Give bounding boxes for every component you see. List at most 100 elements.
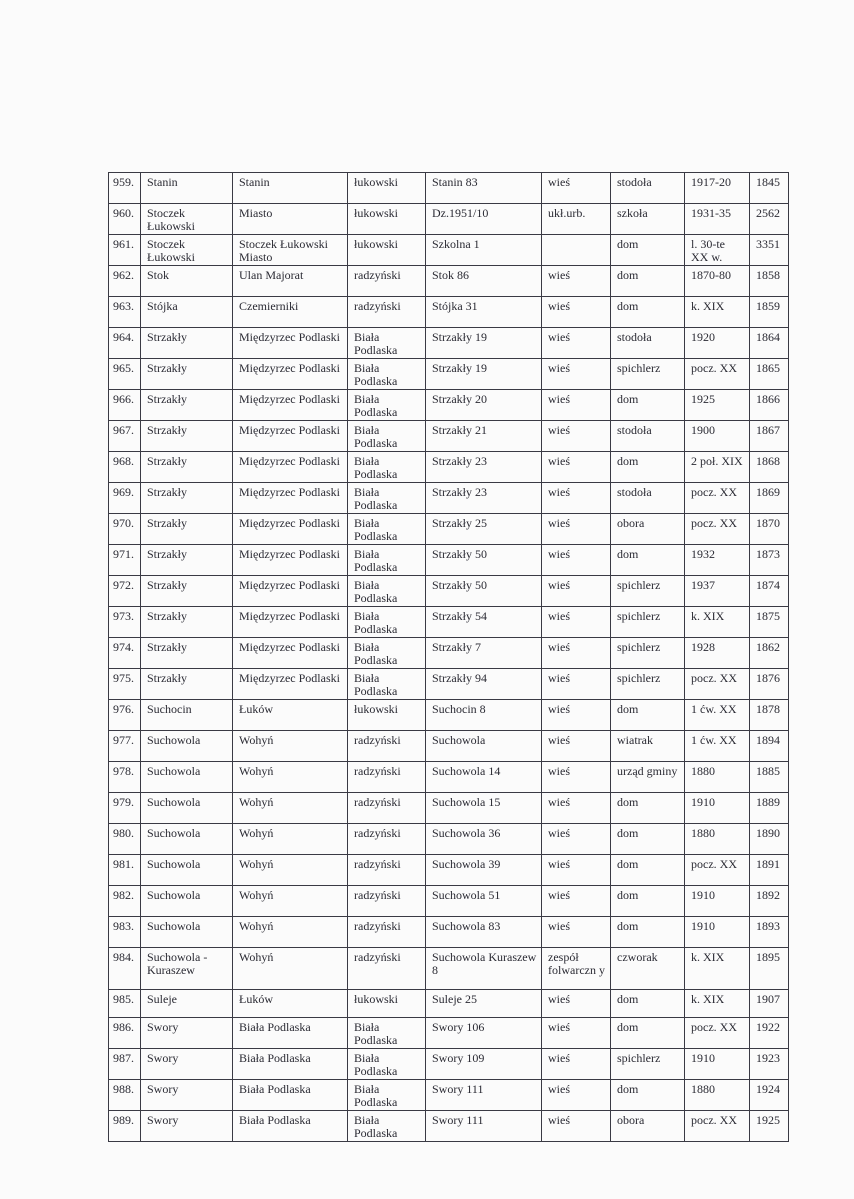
cell-register-number: 1878 [749, 699, 789, 731]
cell-powiat: Biała Podlaska [347, 451, 426, 483]
cell-settlement-type: wieś [541, 482, 611, 514]
table-row: 970. Strzakły Międzyrzec Podlaski Biała Pod… [108, 513, 789, 545]
cell-address: Suchowola 51 [425, 885, 542, 917]
cell-object-type: spichlerz [610, 637, 685, 669]
cell-locality: Suchocin [140, 699, 233, 731]
cell-object-type: dom [610, 854, 685, 886]
cell-object-type: spichlerz [610, 606, 685, 638]
cell-row-number: 988. [108, 1079, 141, 1111]
cell-register-number: 1858 [749, 265, 789, 297]
cell-powiat: radzyński [347, 792, 426, 824]
cell-row-number: 964. [108, 327, 141, 359]
cell-gmina: Międzyrzec Podlaski [232, 451, 348, 483]
cell-row-number: 961. [108, 234, 141, 266]
cell-object-type: dom [610, 885, 685, 917]
cell-address: Stójka 31 [425, 296, 542, 328]
cell-dating: 1910 [684, 1048, 750, 1080]
table-row: 989. Swory Biała Podlaska Biała Podlaska Swo… [108, 1110, 789, 1142]
cell-powiat: Biała Podlaska [347, 544, 426, 576]
table-row: 965. Strzakły Międzyrzec Podlaski Biała Pod… [108, 358, 789, 390]
cell-gmina: Łuków [232, 989, 348, 1018]
cell-settlement-type: zespół folwarczn y [541, 947, 611, 990]
table-row: 981. Suchowola Wohyń radzyński Suchowola 39 w… [108, 854, 789, 886]
table-row: 963. Stójka Czemierniki radzyński Stójka 31 w… [108, 296, 789, 328]
cell-gmina: Wohyń [232, 854, 348, 886]
cell-gmina: Wohyń [232, 916, 348, 948]
cell-dating: 1870-80 [684, 265, 750, 297]
cell-locality: Stoczek Łukowski [140, 234, 233, 266]
cell-powiat: Biała Podlaska [347, 1110, 426, 1142]
table-row: 964. Strzakły Międzyrzec Podlaski Biała Pod… [108, 327, 789, 359]
cell-object-type: dom [610, 1079, 685, 1111]
cell-gmina: Miasto [232, 203, 348, 235]
cell-locality: Strzakły [140, 668, 233, 700]
cell-row-number: 979. [108, 792, 141, 824]
cell-dating: k. XIX [684, 989, 750, 1018]
cell-register-number: 1924 [749, 1079, 789, 1111]
monument-register-table: 959. Stanin Stanin łukowski Stanin 83 wieś sto… [108, 172, 789, 1142]
cell-powiat: radzyński [347, 854, 426, 886]
table-row: 959. Stanin Stanin łukowski Stanin 83 wieś sto… [108, 172, 789, 204]
cell-address: Suchowola [425, 730, 542, 762]
cell-register-number: 1859 [749, 296, 789, 328]
table-row: 969. Strzakły Międzyrzec Podlaski Biała Pod… [108, 482, 789, 514]
cell-dating: k. XIX [684, 947, 750, 990]
cell-settlement-type [541, 234, 611, 266]
cell-row-number: 972. [108, 575, 141, 607]
cell-object-type: dom [610, 451, 685, 483]
cell-register-number: 1870 [749, 513, 789, 545]
cell-powiat: Biała Podlaska [347, 1079, 426, 1111]
cell-settlement-type: wieś [541, 916, 611, 948]
cell-gmina: Biała Podlaska [232, 1017, 348, 1049]
cell-object-type: dom [610, 265, 685, 297]
cell-locality: Suchowola [140, 792, 233, 824]
cell-powiat: Biała Podlaska [347, 513, 426, 545]
cell-dating: 1937 [684, 575, 750, 607]
cell-settlement-type: wieś [541, 389, 611, 421]
cell-register-number: 1873 [749, 544, 789, 576]
cell-object-type: dom [610, 234, 685, 266]
cell-address: Suchowola 83 [425, 916, 542, 948]
cell-powiat: łukowski [347, 989, 426, 1018]
table-row: 976. Suchocin Łuków łukowski Suchocin 8 wieś d… [108, 699, 789, 731]
cell-object-type: dom [610, 916, 685, 948]
table-row: 979. Suchowola Wohyń radzyński Suchowola 15 w… [108, 792, 789, 824]
cell-settlement-type: wieś [541, 358, 611, 390]
cell-settlement-type: wieś [541, 1079, 611, 1111]
cell-gmina: Biała Podlaska [232, 1110, 348, 1142]
cell-powiat: Biała Podlaska [347, 1048, 426, 1080]
cell-dating: 1880 [684, 1079, 750, 1111]
cell-dating: l. 30-te XX w. [684, 234, 750, 266]
cell-dating: pocz. XX [684, 1017, 750, 1049]
table-row: 973. Strzakły Międzyrzec Podlaski Biała Pod… [108, 606, 789, 638]
cell-powiat: łukowski [347, 699, 426, 731]
cell-gmina: Międzyrzec Podlaski [232, 327, 348, 359]
cell-register-number: 1925 [749, 1110, 789, 1142]
cell-register-number: 1864 [749, 327, 789, 359]
cell-gmina: Wohyń [232, 823, 348, 855]
cell-row-number: 986. [108, 1017, 141, 1049]
table-row: 980. Suchowola Wohyń radzyński Suchowola 36 w… [108, 823, 789, 855]
cell-row-number: 960. [108, 203, 141, 235]
cell-address: Strzakły 50 [425, 575, 542, 607]
cell-dating: 1928 [684, 637, 750, 669]
cell-locality: Strzakły [140, 513, 233, 545]
cell-row-number: 980. [108, 823, 141, 855]
cell-register-number: 1907 [749, 989, 789, 1018]
cell-address: Swory 111 [425, 1079, 542, 1111]
cell-dating: k. XIX [684, 606, 750, 638]
cell-register-number: 1894 [749, 730, 789, 762]
cell-gmina: Wohyń [232, 947, 348, 990]
table-row: 984. Suchowola - Kuraszew Wohyń radzyński Su… [108, 947, 789, 990]
cell-gmina: Międzyrzec Podlaski [232, 389, 348, 421]
cell-locality: Strzakły [140, 544, 233, 576]
cell-powiat: radzyński [347, 916, 426, 948]
cell-register-number: 1891 [749, 854, 789, 886]
cell-gmina: Czemierniki [232, 296, 348, 328]
cell-settlement-type: wieś [541, 761, 611, 793]
cell-row-number: 962. [108, 265, 141, 297]
cell-powiat: Biała Podlaska [347, 358, 426, 390]
cell-dating: pocz. XX [684, 513, 750, 545]
cell-powiat: Biała Podlaska [347, 1017, 426, 1049]
cell-row-number: 985. [108, 989, 141, 1018]
